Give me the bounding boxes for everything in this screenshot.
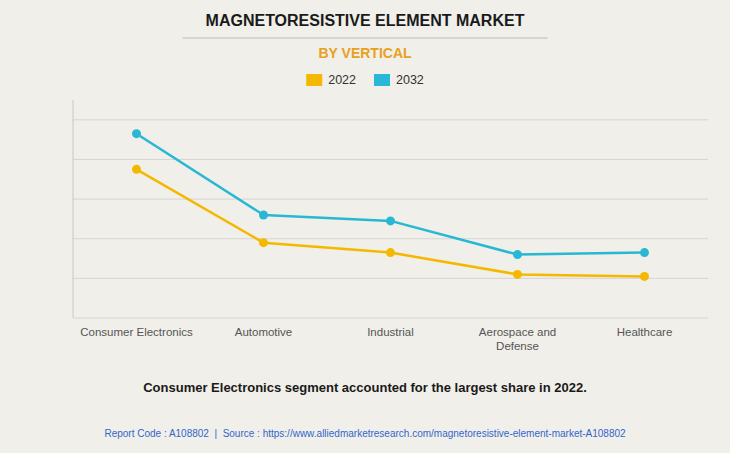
legend-swatch <box>374 74 390 86</box>
marker <box>386 248 395 257</box>
legend-swatch <box>306 74 322 86</box>
series <box>132 165 649 281</box>
line <box>137 169 645 276</box>
title-separator <box>183 38 548 39</box>
footer: Report Code : A108802 | Source : https:/… <box>104 428 626 439</box>
legend: 2022 2032 <box>306 73 424 87</box>
grid-line <box>73 238 708 239</box>
grid-line <box>73 278 708 279</box>
marker <box>386 216 395 225</box>
marker <box>259 210 268 219</box>
marker <box>640 248 649 257</box>
grid-line <box>73 159 708 160</box>
marker <box>132 129 141 138</box>
chart: MAGNETORESISTIVE ELEMENT MARKET BY VERTIC… <box>0 0 730 453</box>
title: MAGNETORESISTIVE ELEMENT MARKET <box>206 12 525 29</box>
annotation: Consumer Electronics segment accounted f… <box>143 380 587 395</box>
grid-line <box>73 318 708 319</box>
line <box>137 134 645 255</box>
marker <box>513 250 522 259</box>
plot-data <box>132 129 649 281</box>
x-tick-label: Industrial <box>367 326 414 338</box>
legend-label: 2032 <box>396 73 424 87</box>
grid-line <box>73 119 708 120</box>
grid <box>73 120 708 318</box>
x-tick-label: Automotive <box>235 326 293 338</box>
x-tick-label: Aerospace andDefense <box>479 326 556 352</box>
legend-label: 2022 <box>328 73 356 87</box>
background <box>0 0 730 453</box>
y-axis-line <box>73 100 74 318</box>
marker <box>513 270 522 279</box>
chart-container: MAGNETORESISTIVE ELEMENT MARKET BY VERTIC… <box>0 0 730 453</box>
grid-line <box>73 199 708 200</box>
x-tick-label: Consumer Electronics <box>80 326 193 338</box>
series <box>132 129 649 259</box>
legend-item: 2022 <box>306 73 356 87</box>
marker <box>259 238 268 247</box>
x-tick-label: Healthcare <box>617 326 673 338</box>
marker <box>640 272 649 281</box>
marker <box>132 165 141 174</box>
legend-item: 2032 <box>374 73 424 87</box>
subtitle: BY VERTICAL <box>318 45 412 61</box>
